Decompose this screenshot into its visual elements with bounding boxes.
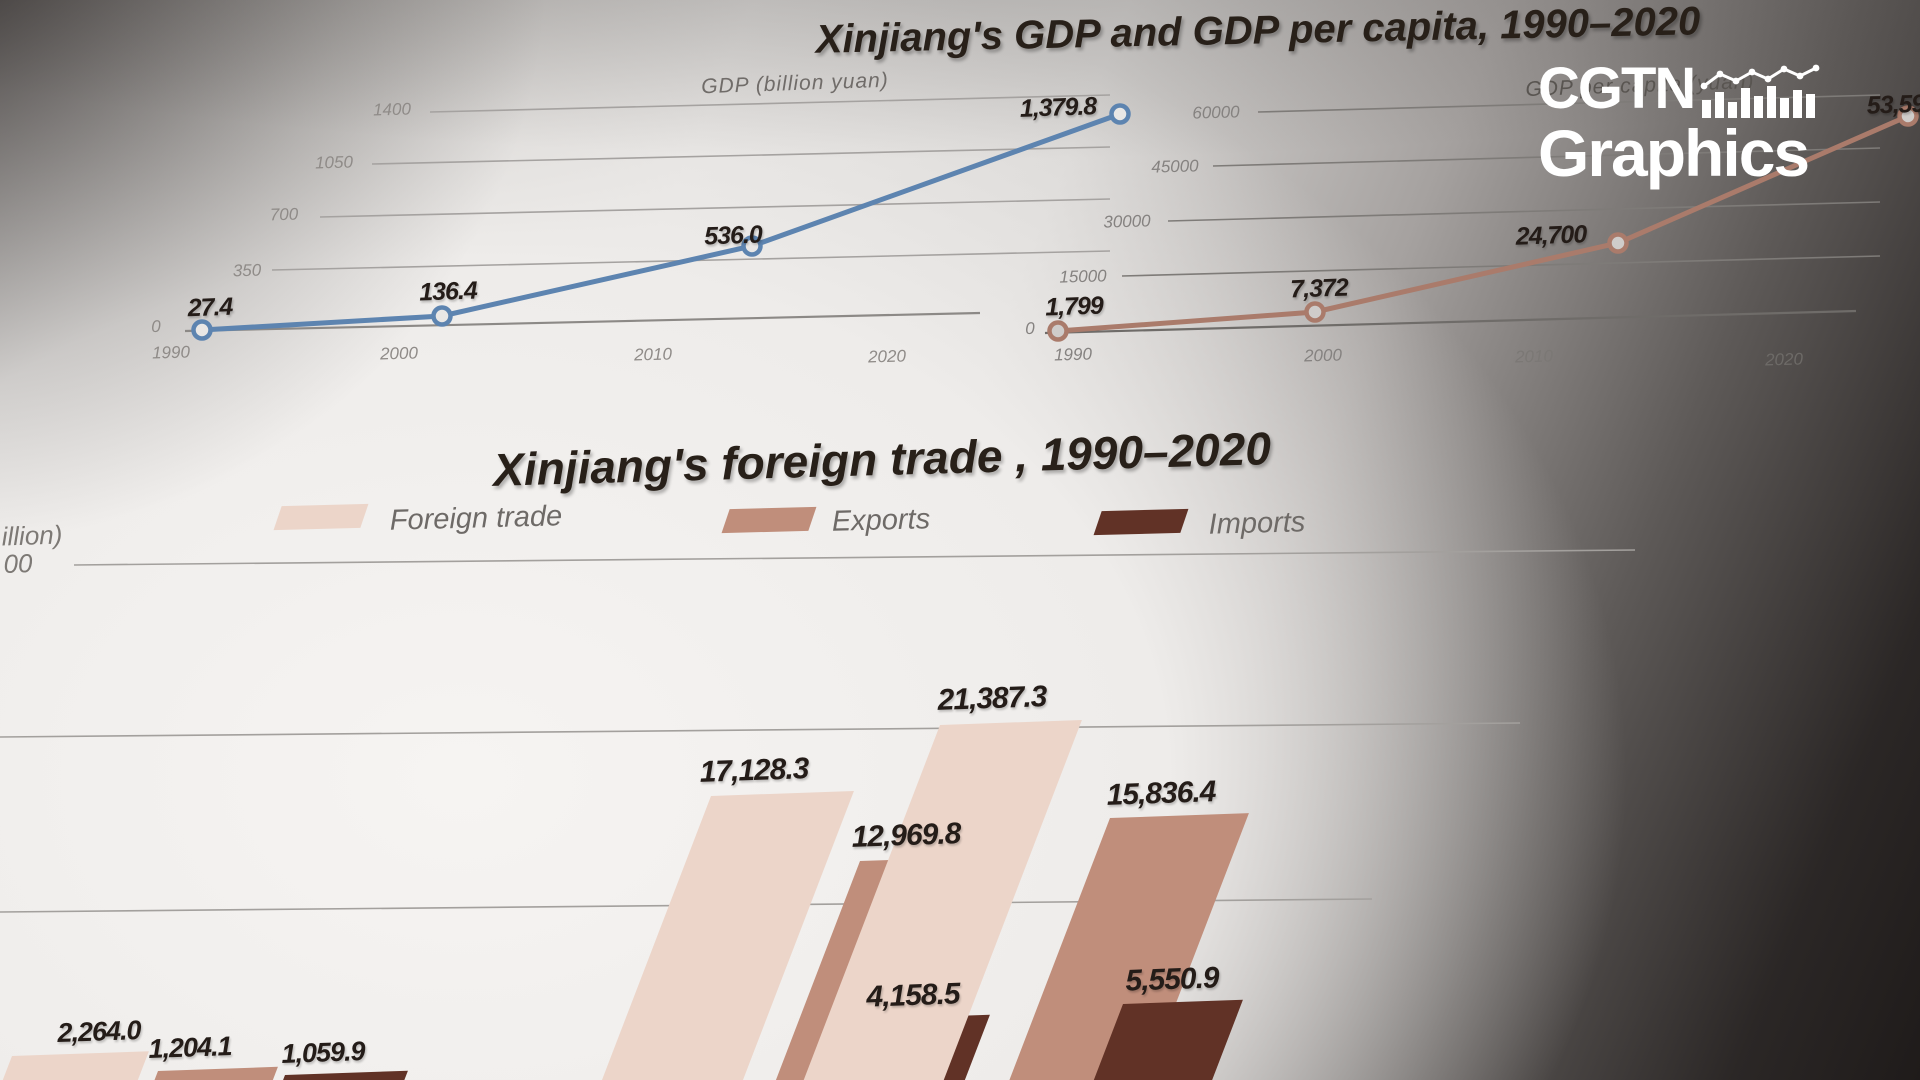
legend-label-exports: Exports — [831, 503, 931, 538]
bar-label-g2-trade: 17,128.3 — [699, 752, 809, 789]
cgtn-graphics-logo: CGTN — [1538, 60, 1858, 186]
legend-label-imports: Imports — [1208, 506, 1306, 541]
capita-ytick-15000: 15000 — [1059, 266, 1107, 287]
capita-xtick-2020: 2020 — [1764, 349, 1804, 370]
bar-label-g1-exports: 1,204.1 — [147, 1031, 233, 1064]
gdp-ytick-0: 0 — [151, 316, 161, 337]
capita-value-2000: 7,372 — [1289, 273, 1349, 304]
capita-ytick-45000: 45000 — [1151, 156, 1199, 177]
legend-swatch-foreign-trade — [273, 503, 369, 531]
bar-label-g3-trade: 21,387.3 — [937, 680, 1047, 717]
capita-line — [1057, 113, 1910, 334]
logo-graphics-text: Graphics — [1538, 116, 1810, 190]
gdp-xtick-2020: 2020 — [867, 346, 907, 367]
gdp-value-2000: 136.4 — [418, 276, 478, 307]
gdp-gridlines — [271, 94, 1111, 271]
capita-ytick-0: 0 — [1025, 318, 1035, 339]
logo-cgtn-text: CGTN — [1538, 56, 1696, 121]
capita-value-2020: 53,593 — [1866, 89, 1920, 120]
capita-xtick-2010: 2010 — [1514, 346, 1554, 367]
gdp-ytick-700: 700 — [269, 204, 299, 225]
gdp-ytick-350: 350 — [232, 260, 262, 281]
trade-axis-tick-fragment: 00 — [3, 548, 33, 579]
bar-g1-foreign-trade — [0, 1051, 149, 1080]
capita-x-axis — [1044, 309, 1857, 335]
capita-xtick-1990: 1990 — [1053, 344, 1093, 365]
gdp-x-axis — [184, 311, 981, 333]
capita-value-1990: 1,799 — [1044, 291, 1104, 322]
gdp-value-2010: 536.0 — [703, 220, 763, 251]
gdp-xtick-2000: 2000 — [379, 343, 419, 364]
bar-label-g1-imports: 1,059.9 — [280, 1036, 366, 1069]
bar-label-g3-exports: 15,836.4 — [1106, 775, 1216, 812]
gdp-xtick-2010: 2010 — [633, 344, 673, 365]
legend-swatch-exports — [721, 506, 817, 534]
gdp-ytick-1050: 1050 — [314, 152, 354, 173]
gdp-value-2020: 1,379.8 — [1019, 92, 1097, 123]
capita-value-2010: 24,700 — [1515, 220, 1587, 251]
gdp-xtick-1990: 1990 — [151, 342, 191, 363]
bar-label-g2-imports: 4,158.5 — [865, 977, 961, 1014]
gdp-ytick-1400: 1400 — [372, 99, 412, 120]
bar-label-g2-exports: 12,969.8 — [851, 817, 961, 854]
capita-points — [1047, 105, 1919, 342]
capita-ytick-60000: 60000 — [1192, 102, 1240, 123]
logo-chart-icon — [1700, 64, 1820, 118]
capita-gridlines — [1121, 94, 1881, 277]
capita-ytick-30000: 30000 — [1103, 211, 1151, 232]
bar-label-g3-imports: 5,550.9 — [1124, 961, 1220, 998]
legend-label-foreign-trade: Foreign trade — [389, 500, 563, 537]
gdp-points — [191, 103, 1131, 341]
bar-label-g1-trade: 2,264.0 — [56, 1015, 142, 1048]
gdp-line — [201, 111, 1121, 333]
gdp-value-1990: 27.4 — [187, 292, 233, 323]
legend-swatch-imports — [1093, 508, 1189, 536]
capita-xtick-2000: 2000 — [1303, 345, 1343, 366]
